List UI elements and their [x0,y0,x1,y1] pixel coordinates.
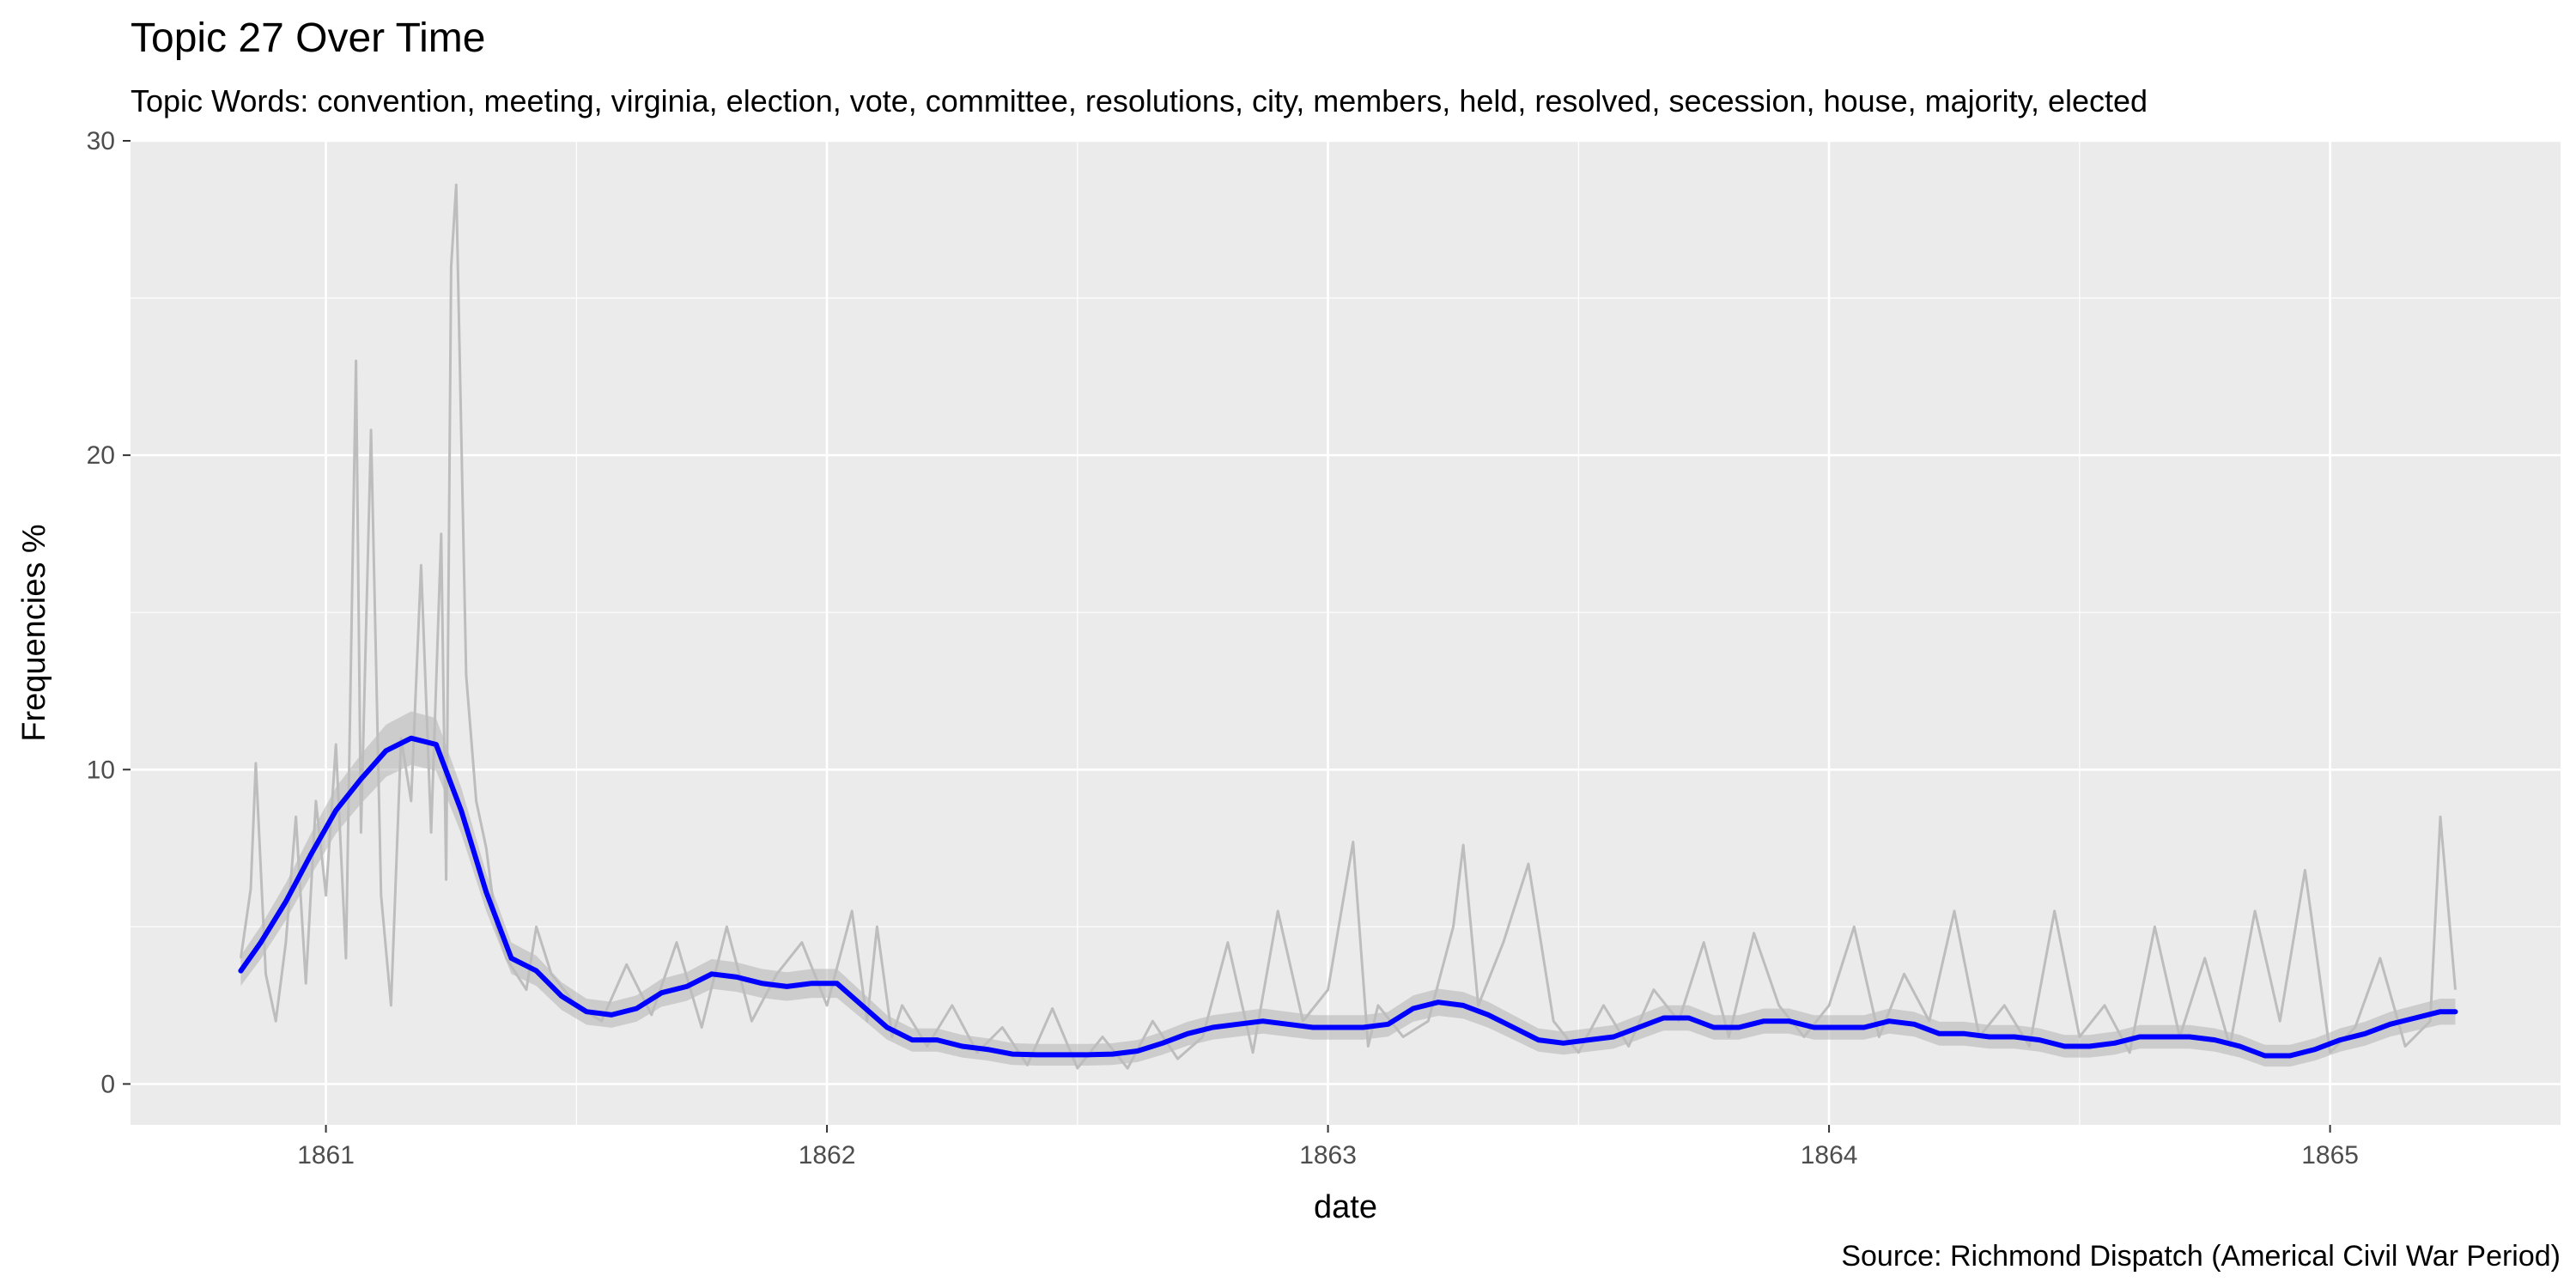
raw-frequency-line [239,183,2457,1070]
y-axis-title: Frequencies % [16,524,52,741]
y-axis-ticks: 0 10 20 30 [87,127,131,1098]
plot-panel [131,141,2561,1125]
y-tick-label: 20 [87,441,115,470]
smoothed-trend-line [238,735,2458,1059]
x-tick-label: 1863 [1299,1141,1357,1170]
chart-caption: Source: Richmond Dispatch (Americal Civi… [1841,1240,2561,1273]
x-tick-label: 1865 [2301,1141,2359,1170]
confidence-ribbon [240,711,2456,1067]
major-gridlines [131,139,2561,1125]
y-tick-label: 30 [87,127,115,155]
x-axis-ticks: 1861 1862 1863 1864 1865 [297,1125,2359,1170]
x-tick-label: 1861 [297,1141,355,1170]
x-axis-title: date [1314,1189,1377,1225]
y-tick-label: 0 [100,1070,115,1098]
chart-subtitle: Topic Words: convention, meeting, virgin… [131,83,2148,118]
chart-title: Topic 27 Over Time [131,15,485,61]
x-tick-label: 1862 [799,1141,856,1170]
x-tick-label: 1864 [1801,1141,1858,1170]
y-tick-label: 10 [87,756,115,784]
